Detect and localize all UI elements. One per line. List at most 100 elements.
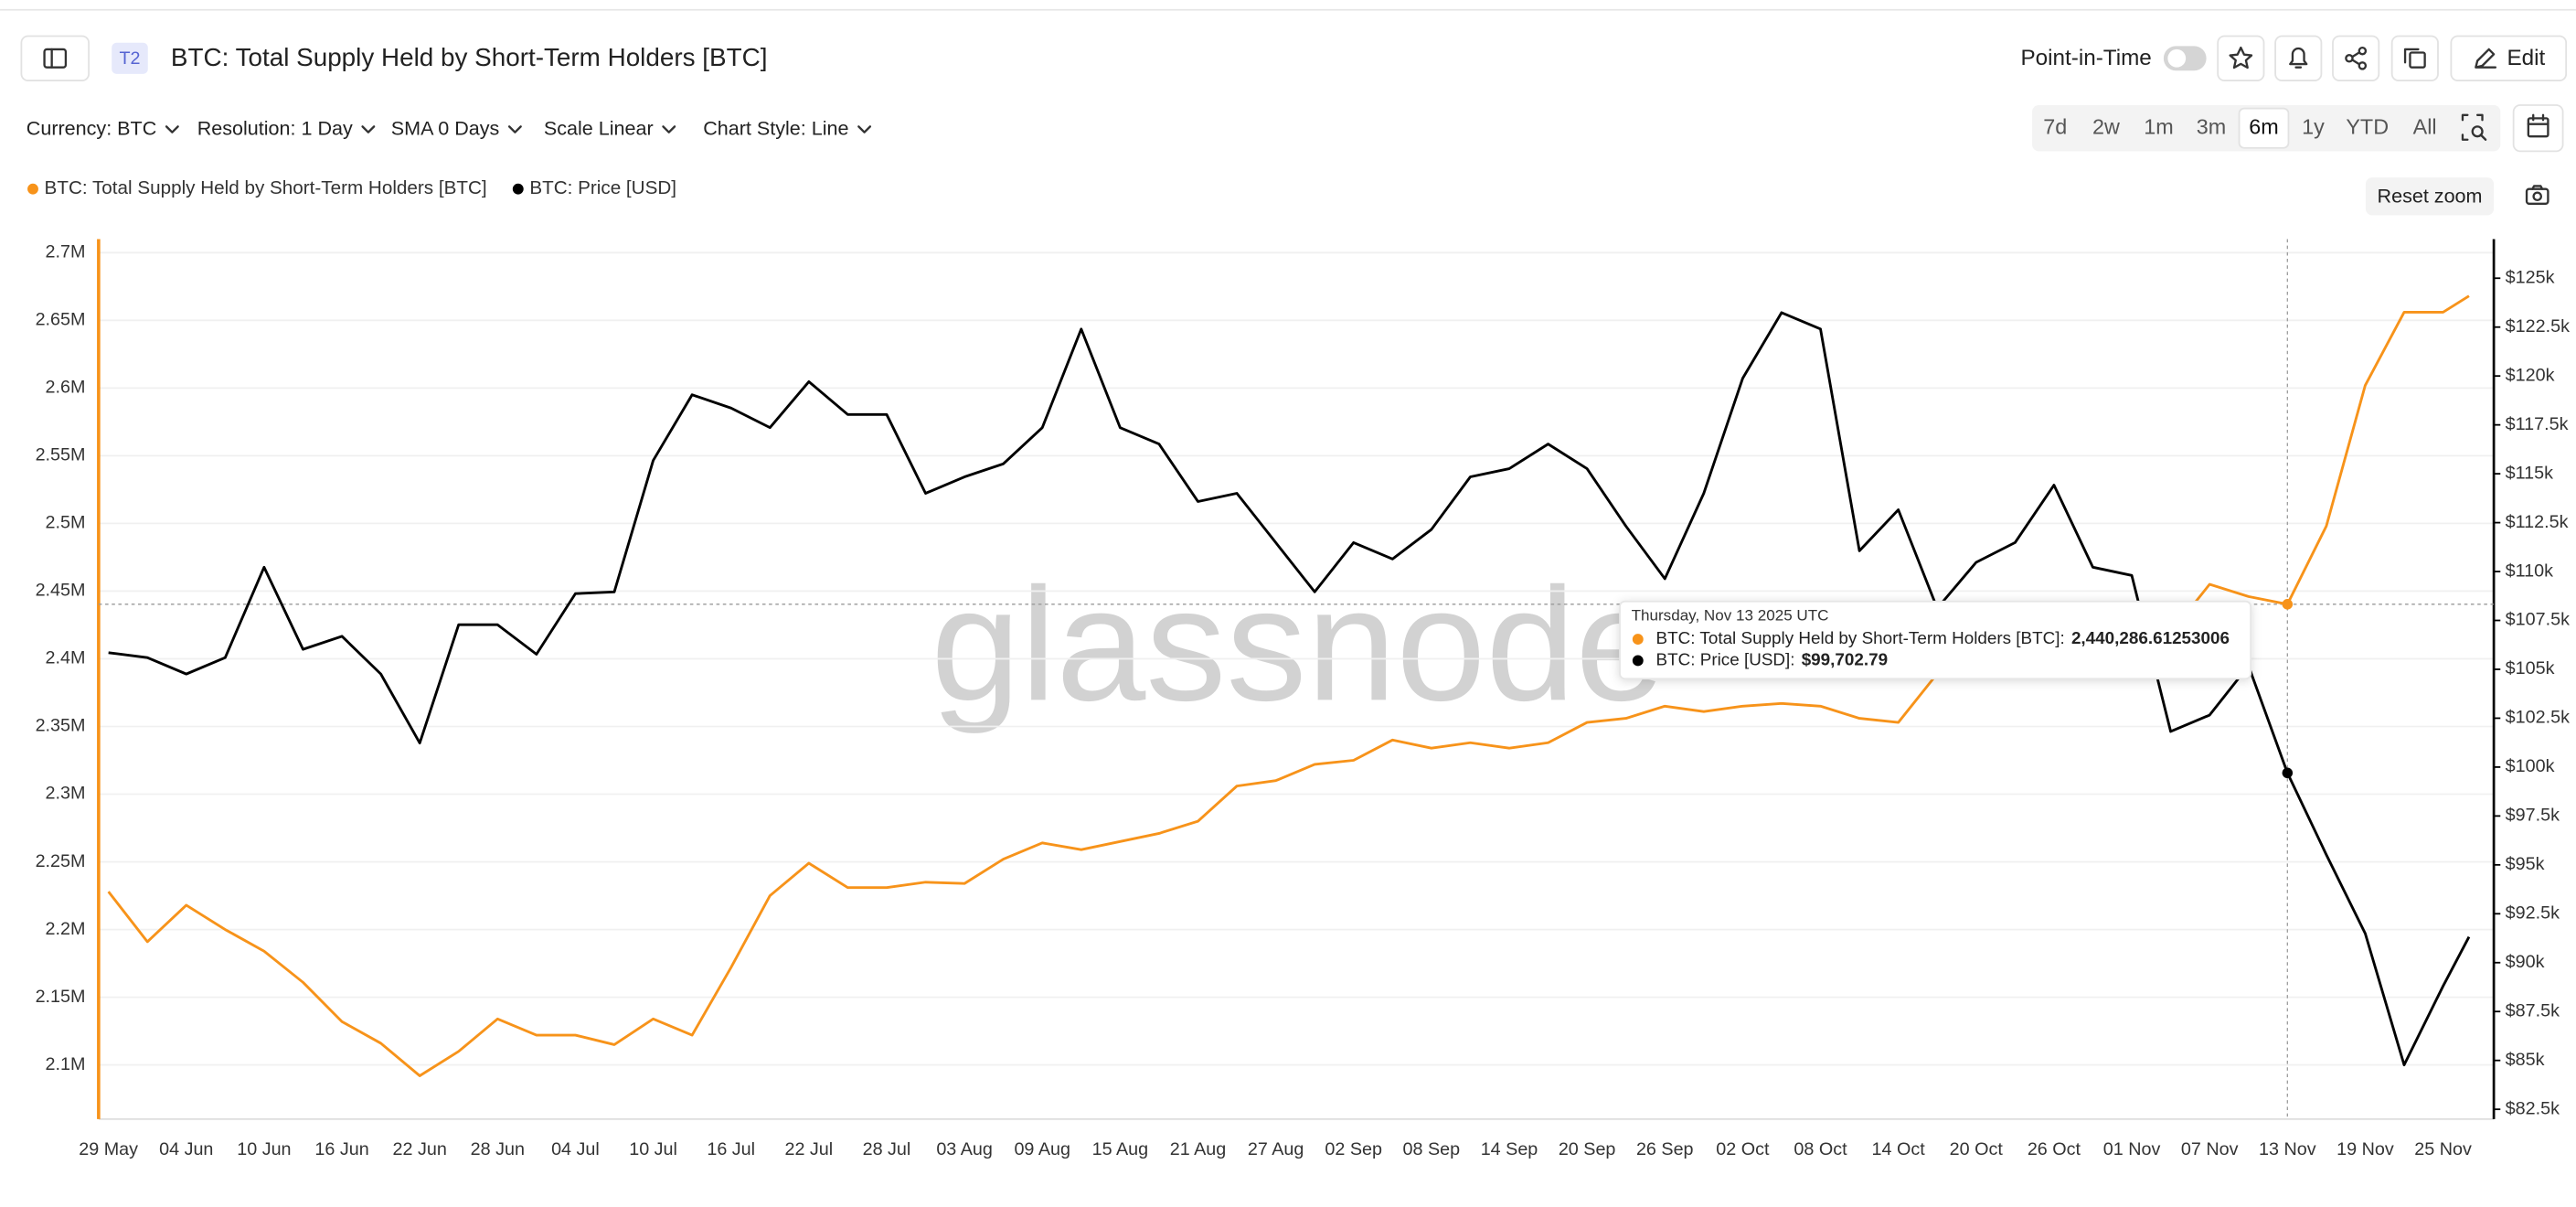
range-label: 2w bbox=[2092, 114, 2120, 138]
tooltip-date: Thursday, Nov 13 2025 UTC bbox=[1632, 606, 1829, 624]
alert-button[interactable] bbox=[2274, 35, 2323, 81]
y2-tick-label: $100k bbox=[2506, 756, 2555, 776]
range-button[interactable]: 1y bbox=[2302, 114, 2325, 138]
filter-dropdown[interactable]: Resolution: 1 Day bbox=[197, 117, 376, 140]
hover-point bbox=[2282, 767, 2294, 779]
range-button[interactable]: 2w bbox=[2092, 114, 2120, 138]
range-button[interactable]: YTD bbox=[2346, 114, 2389, 138]
y-tick-label: 2.3M bbox=[46, 784, 86, 804]
range-button[interactable]: All bbox=[2413, 114, 2437, 138]
filter-dropdown[interactable]: Chart Style: Line bbox=[703, 117, 872, 140]
x-tick-label: 20 Oct bbox=[1950, 1139, 2004, 1159]
x-tick-label: 25 Nov bbox=[2414, 1139, 2472, 1159]
x-tick-label: 22 Jun bbox=[393, 1139, 447, 1159]
range-label: 6m bbox=[2249, 114, 2278, 138]
filter-dropdown[interactable]: Currency: BTC bbox=[27, 117, 179, 140]
x-tick-label: 14 Oct bbox=[1872, 1139, 1926, 1159]
edit-button[interactable]: Edit bbox=[2450, 35, 2568, 81]
y-tick-label: 2.35M bbox=[36, 716, 86, 736]
range-button[interactable]: 6m bbox=[2238, 107, 2290, 149]
tooltip-label: BTC: Total Supply Held by Short-Term Hol… bbox=[1656, 628, 2065, 647]
share-button[interactable] bbox=[2332, 35, 2380, 81]
chevron bbox=[507, 125, 522, 134]
y-tick-label: 2.6M bbox=[46, 378, 86, 398]
y2-tick-label: $112.5k bbox=[2506, 512, 2569, 532]
range-button[interactable]: 7d bbox=[2043, 114, 2067, 138]
range-label: 3m bbox=[2197, 114, 2226, 138]
filter-label: Scale Linear bbox=[544, 117, 654, 140]
badge-bg bbox=[112, 42, 148, 74]
x-tick-label: 08 Sep bbox=[1403, 1139, 1461, 1159]
range-button[interactable]: 1m bbox=[2144, 114, 2173, 138]
x-tick-label: 13 Nov bbox=[2259, 1139, 2316, 1159]
x-tick-label: 02 Oct bbox=[1716, 1139, 1770, 1159]
y-tick-label: 2.5M bbox=[46, 513, 86, 533]
zoom-select-button[interactable] bbox=[2458, 112, 2495, 144]
tooltip-row: BTC: Total Supply Held by Short-Term Hol… bbox=[1656, 628, 2230, 647]
y2-tick-label: $105k bbox=[2506, 658, 2555, 678]
x-tick-label: 26 Sep bbox=[1636, 1139, 1694, 1159]
range-active bbox=[2238, 107, 2290, 149]
x-tick-label: 22 Jul bbox=[784, 1139, 833, 1159]
y2-tick-label: $122.5k bbox=[2506, 316, 2570, 336]
legend-swatch bbox=[512, 183, 524, 195]
tooltip-row: BTC: Price [USD]: $99,702.79 bbox=[1656, 649, 1889, 668]
legend-label: BTC: Price [USD] bbox=[529, 177, 676, 198]
x-tick-label: 14 Sep bbox=[1481, 1139, 1538, 1159]
sidebar-toggle[interactable] bbox=[20, 35, 90, 81]
x-tick-label: 01 Nov bbox=[2103, 1139, 2161, 1159]
reset-zoom-label: Reset zoom bbox=[2378, 184, 2483, 207]
duplicate-button[interactable] bbox=[2390, 35, 2439, 81]
legend-item[interactable]: BTC: Total Supply Held by Short-Term Hol… bbox=[27, 177, 487, 198]
legend-item[interactable]: BTC: Price [USD] bbox=[512, 177, 676, 198]
range-button[interactable]: 3m bbox=[2197, 114, 2226, 138]
tooltip-value: 2,440,286.61253006 bbox=[2071, 628, 2230, 647]
calendar-button[interactable] bbox=[2512, 104, 2564, 153]
edit-label: Edit bbox=[2507, 46, 2545, 70]
y-tick-label: 2.65M bbox=[36, 310, 86, 330]
y2-tick-label: $82.5k bbox=[2506, 1098, 2560, 1118]
y-tick-label: 2.4M bbox=[46, 648, 86, 668]
chevron bbox=[662, 125, 676, 134]
filter-label: Currency: BTC bbox=[27, 117, 156, 140]
reset-zoom-button[interactable]: Reset zoom bbox=[2365, 177, 2495, 216]
filter-label: Chart Style: Line bbox=[703, 117, 848, 140]
x-tick-label: 27 Aug bbox=[1248, 1139, 1304, 1159]
y-tick-label: 2.7M bbox=[46, 242, 86, 262]
y-tick-label: 2.2M bbox=[46, 919, 86, 939]
y2-tick-label: $102.5k bbox=[2506, 708, 2570, 728]
range-label: YTD bbox=[2346, 114, 2389, 138]
point-in-time-toggle[interactable] bbox=[2163, 46, 2207, 71]
x-tick-label: 16 Jun bbox=[314, 1139, 368, 1159]
favorite-button[interactable] bbox=[2217, 35, 2265, 81]
y2-tick-label: $87.5k bbox=[2506, 1000, 2560, 1020]
x-tick-label: 10 Jul bbox=[629, 1139, 677, 1159]
range-label: 1m bbox=[2144, 114, 2173, 138]
filter-dropdown[interactable]: SMA 0 Days bbox=[391, 117, 522, 140]
screenshot-button[interactable] bbox=[2525, 185, 2549, 206]
legend-label: BTC: Total Supply Held by Short-Term Hol… bbox=[45, 177, 487, 198]
y2-tick-label: $97.5k bbox=[2506, 806, 2560, 826]
chart-title: BTC: Total Supply Held by Short-Term Hol… bbox=[171, 43, 768, 71]
y2-tick-label: $115k bbox=[2506, 463, 2553, 483]
y2-tick-label: $95k bbox=[2506, 854, 2545, 874]
legend-swatch bbox=[27, 183, 38, 195]
x-tick-label: 19 Nov bbox=[2336, 1139, 2394, 1159]
range-label: 1y bbox=[2302, 114, 2325, 138]
x-tick-label: 02 Sep bbox=[1325, 1139, 1382, 1159]
range-label: All bbox=[2413, 114, 2437, 138]
tooltip-value: $99,702.79 bbox=[1802, 649, 1888, 668]
y2-tick-label: $107.5k bbox=[2506, 610, 2570, 630]
y2-tick-label: $125k bbox=[2506, 267, 2555, 287]
range-label: 7d bbox=[2043, 114, 2067, 138]
x-tick-label: 20 Sep bbox=[1559, 1139, 1616, 1159]
x-tick-label: 28 Jul bbox=[863, 1139, 911, 1159]
y2-tick-label: $120k bbox=[2506, 365, 2555, 385]
x-tick-label: 07 Nov bbox=[2181, 1139, 2239, 1159]
filter-dropdown[interactable]: Scale Linear bbox=[544, 117, 676, 140]
chevron bbox=[361, 125, 376, 134]
y-tick-label: 2.55M bbox=[36, 445, 86, 465]
chevron bbox=[165, 125, 179, 134]
x-tick-label: 03 Aug bbox=[936, 1139, 993, 1159]
y-tick-label: 2.25M bbox=[36, 851, 86, 871]
